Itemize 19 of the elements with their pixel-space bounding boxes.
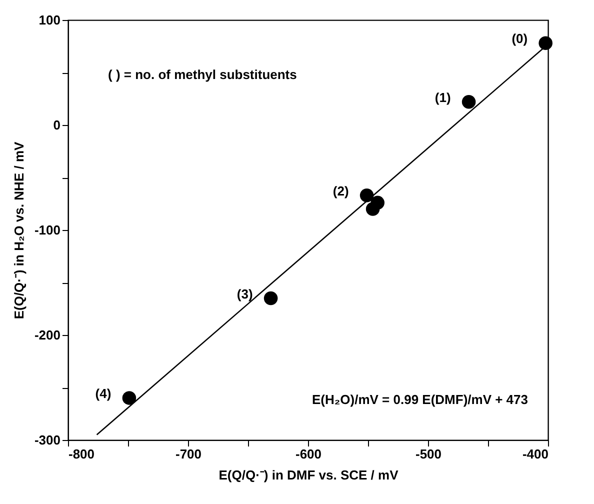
y-tick-label: -300 bbox=[34, 432, 60, 448]
y-tick-label: 100 bbox=[38, 12, 60, 28]
x-tick-label: -700 bbox=[175, 446, 202, 462]
x-tick-label: -600 bbox=[295, 446, 322, 462]
y-tick-label: -100 bbox=[34, 222, 60, 238]
x-tick-label: -800 bbox=[68, 446, 95, 462]
annotation: E(H₂O)/mV = 0.99 E(DMF)/mV + 473 bbox=[312, 392, 528, 407]
y-tick-label: -200 bbox=[34, 328, 60, 342]
x-tick-label: -500 bbox=[415, 446, 442, 462]
annotation: (2) bbox=[332, 183, 349, 198]
x-tick-label: -400 bbox=[522, 446, 548, 462]
y-axis-title: E(Q/Q·⁻) in H₂O vs. NHE / mV bbox=[11, 141, 26, 320]
annotation: (3) bbox=[236, 286, 253, 302]
annotation: (0) bbox=[512, 31, 528, 46]
annotation: (1) bbox=[434, 90, 451, 105]
y-tick-label: 0 bbox=[53, 118, 60, 132]
annotation: ( ) = no. of methyl substituents bbox=[108, 67, 297, 82]
x-axis-title: E(Q/Q·⁻) in DMF vs. SCE / mV bbox=[218, 468, 399, 482]
annotation: (4) bbox=[95, 386, 112, 401]
